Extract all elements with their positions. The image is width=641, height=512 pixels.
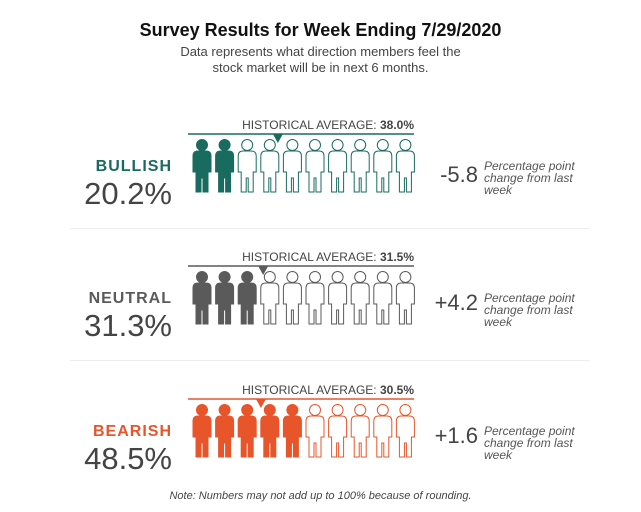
historical-average-label: HISTORICAL AVERAGE: 38.0% <box>242 118 414 132</box>
historical-average-marker <box>272 134 283 143</box>
person-icon-empty <box>395 271 415 325</box>
person-icon-filled <box>282 404 302 458</box>
person-icon-filled <box>237 271 257 325</box>
person-icon-empty <box>350 271 370 325</box>
footnote: Note: Numbers may not add up to 100% bec… <box>169 490 472 502</box>
person-icon-filled <box>192 139 212 193</box>
person-icon-filled <box>260 404 280 458</box>
person-icon-empty <box>282 139 302 193</box>
person-icon-empty <box>282 271 302 325</box>
sentiment-percent: 20.2% <box>84 176 172 211</box>
pictograph-icons <box>188 265 415 325</box>
person-icon-empty <box>305 139 325 193</box>
person-icon-empty <box>373 404 393 458</box>
change-value: -5.8 <box>440 162 478 187</box>
person-icon-empty <box>373 271 393 325</box>
historical-average-label: HISTORICAL AVERAGE: 31.5% <box>242 250 414 264</box>
pictograph-icons <box>188 133 415 193</box>
person-icon-filled <box>215 139 235 193</box>
historical-average-marker <box>255 399 266 408</box>
person-icon-empty <box>260 271 280 325</box>
person-icon-empty <box>373 139 393 193</box>
person-icon-empty <box>305 271 325 325</box>
person-icon-empty <box>237 139 257 193</box>
change-value: +1.6 <box>434 423 478 448</box>
sentiment-percent: 31.3% <box>84 308 172 343</box>
sentiment-row-bullish: HISTORICAL AVERAGE: 38.0% BULLISH 20.2% … <box>0 110 641 240</box>
person-icon-filled <box>215 404 235 458</box>
change-label: Percentage point change from last week <box>484 424 575 462</box>
sentiment-percent: 48.5% <box>84 441 172 476</box>
change-value: +4.2 <box>434 290 478 315</box>
row-divider <box>70 360 590 361</box>
person-icon-empty <box>328 139 348 193</box>
person-icon-filled <box>192 271 212 325</box>
change-label: Percentage point change from last week <box>484 159 575 197</box>
historical-average-marker <box>258 266 269 275</box>
person-icon-empty <box>328 271 348 325</box>
person-icon-empty <box>328 404 348 458</box>
person-icon-filled <box>215 271 235 325</box>
page-subtitle: Data represents what direction members f… <box>180 44 461 75</box>
sentiment-row-neutral: HISTORICAL AVERAGE: 31.5% NEUTRAL 31.3% … <box>0 240 641 370</box>
person-icon-empty <box>395 404 415 458</box>
historical-average-label: HISTORICAL AVERAGE: 30.5% <box>242 383 414 397</box>
change-label: Percentage point change from last week <box>484 291 575 329</box>
person-icon-filled <box>192 404 212 458</box>
sentiment-label: BEARISH <box>92 423 172 440</box>
person-icon-empty <box>350 139 370 193</box>
person-icon-empty <box>350 404 370 458</box>
sentiment-label: BULLISH <box>95 158 172 175</box>
sentiment-row-bearish: HISTORICAL AVERAGE: 30.5% BEARISH 48.5% … <box>0 375 641 505</box>
sentiment-label: NEUTRAL <box>88 290 172 307</box>
pictograph-icons <box>188 398 415 458</box>
page-title: Survey Results for Week Ending 7/29/2020 <box>139 20 502 40</box>
person-icon-empty <box>395 139 415 193</box>
person-icon-empty <box>305 404 325 458</box>
person-icon-filled <box>237 404 257 458</box>
row-divider <box>70 228 590 229</box>
person-icon-empty <box>260 139 280 193</box>
